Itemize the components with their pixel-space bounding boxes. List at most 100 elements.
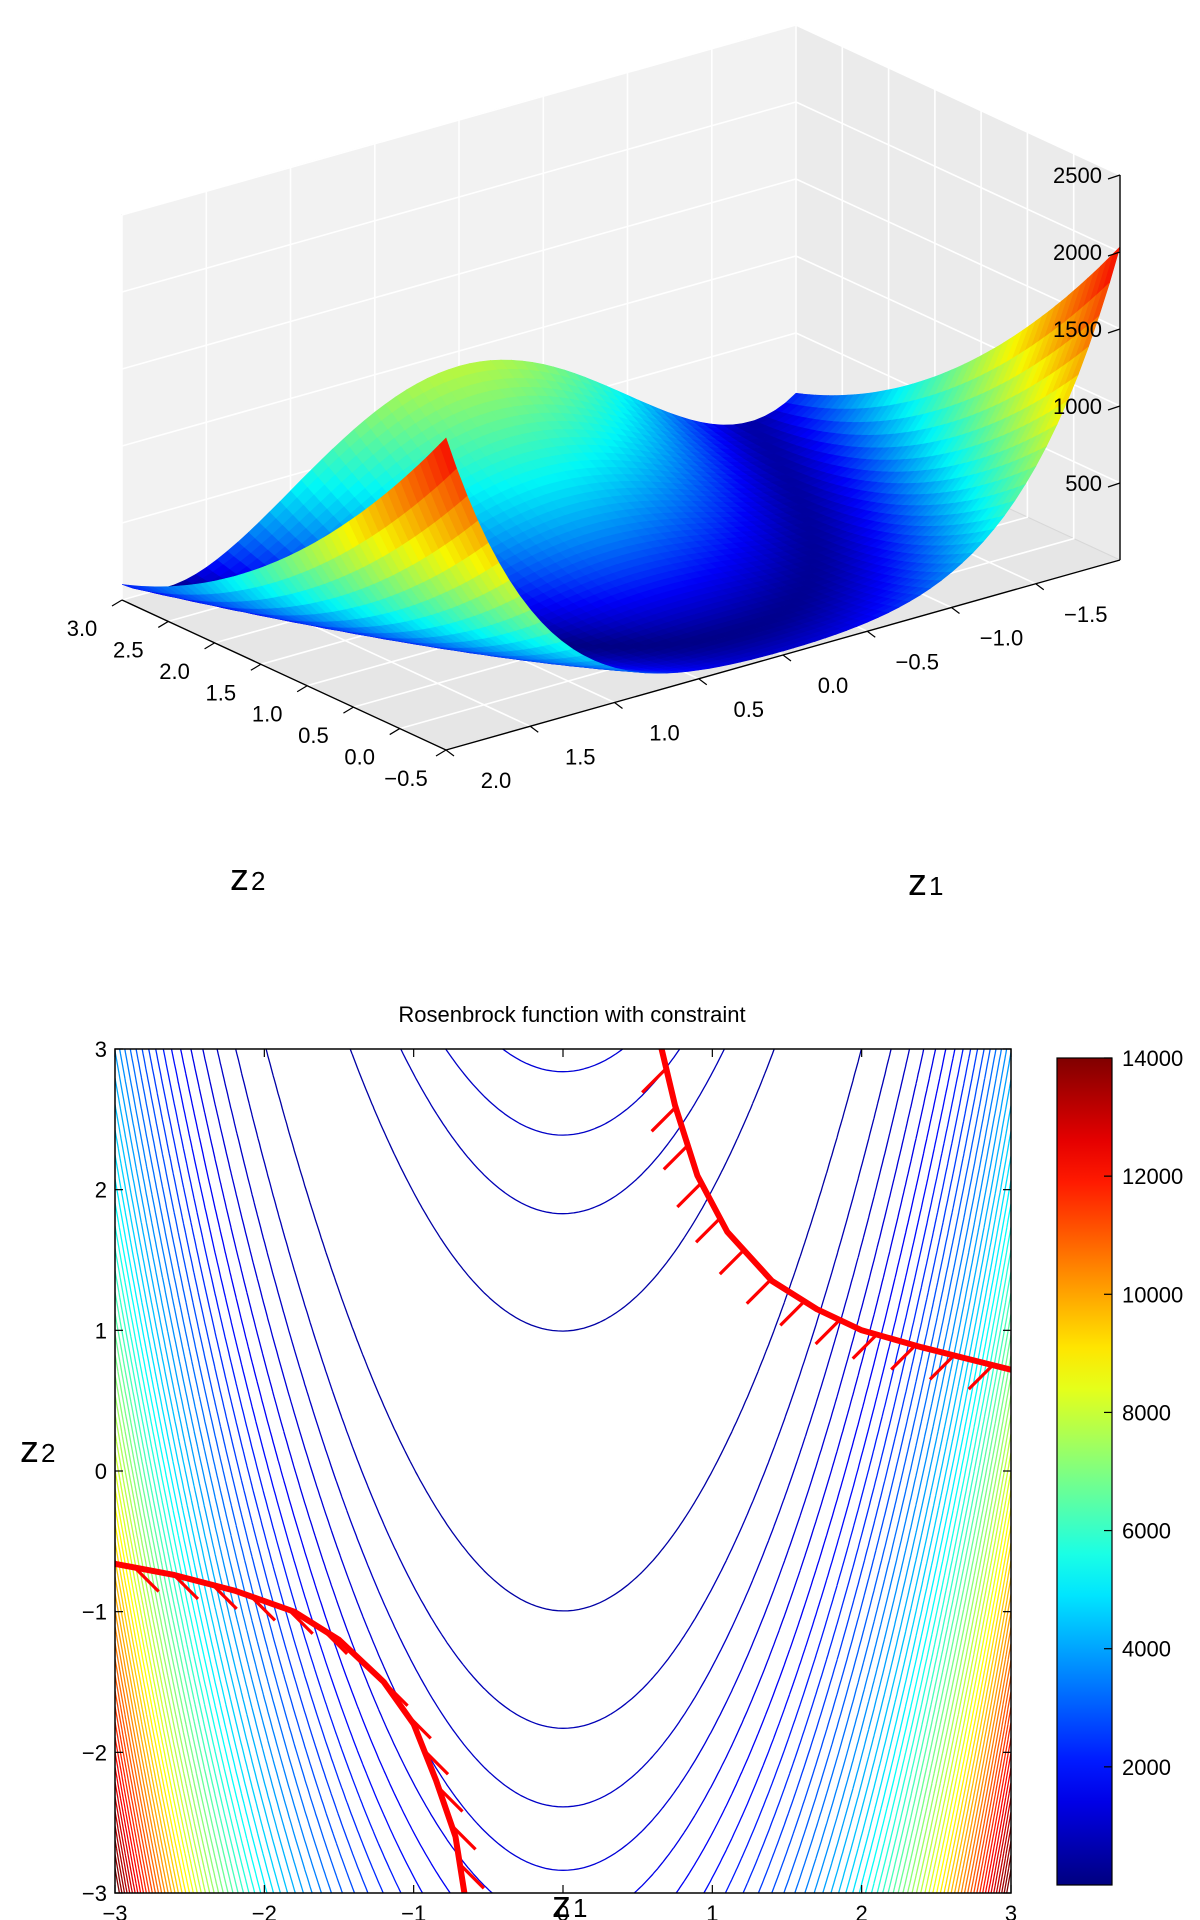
contour-level-line	[115, 1706, 1011, 1893]
surface-z-tick	[1107, 482, 1121, 488]
contour-x-tick-label: 0	[557, 1901, 569, 1920]
surface-y-tick	[111, 599, 123, 607]
contour-level-line	[115, 1248, 1011, 1893]
constraint-hatch	[405, 1713, 432, 1740]
constraint-hatch	[890, 1344, 917, 1371]
contour-level-line	[115, 1394, 1011, 1893]
contour-y-tick-label: 0	[95, 1459, 107, 1484]
surface-mesh	[121, 246, 1121, 674]
surface-z-tick-label: 2500	[1053, 163, 1102, 188]
contour-level-line	[115, 1811, 1011, 1893]
surface-z-tick-label: 1000	[1053, 394, 1102, 419]
surface-y-tick-label: 1.5	[206, 680, 237, 705]
surface-x-tick	[866, 630, 876, 638]
contour-level-line	[115, 1576, 1011, 1893]
surface-x-tick-label: −1.0	[980, 626, 1023, 651]
contour-level-line	[265, 1049, 863, 1612]
contour-level-line	[115, 1050, 1011, 1893]
contour-level-line	[124, 1049, 1003, 1893]
contour-level-line	[115, 1752, 1011, 1893]
surface-y-axis-label: z2	[230, 857, 265, 899]
surface-y-tick-label: −0.5	[384, 766, 427, 791]
contour-level-line	[162, 1049, 964, 1893]
constraint-hatch	[450, 1824, 477, 1851]
surface-y-tick-label: 2.5	[113, 637, 144, 662]
surface-z-tick	[1107, 174, 1121, 180]
contour-x-axis-label: z1	[552, 1884, 587, 1920]
surface-y-tick-label: 0.0	[344, 745, 375, 770]
contour-level-line	[115, 1104, 1011, 1893]
constraint-hatch	[928, 1354, 956, 1381]
surface-patch	[439, 437, 457, 475]
contour-level-line	[115, 1202, 1011, 1893]
contour-level-line	[115, 1413, 1011, 1893]
contour-level-line	[115, 1767, 1011, 1893]
surface-y-tick-label: 2.0	[159, 659, 190, 684]
contour-level-line	[115, 1781, 1011, 1893]
contour-level-line	[115, 1506, 1011, 1893]
contour-level-line	[202, 1049, 925, 1871]
contour-level-line	[115, 1354, 1011, 1893]
constraint-hatch	[458, 1863, 486, 1890]
contour-y-tick-label: −2	[82, 1740, 107, 1765]
contour-level-line	[115, 1559, 1011, 1893]
surface-y-tick-label: 1.0	[252, 702, 283, 727]
contour-y-tick-label: 2	[95, 1178, 107, 1203]
constraint-hatch	[287, 1608, 314, 1635]
surface-x-tick-label: 0.0	[818, 673, 849, 698]
surface-tick-labels: −1.5 −1.0 −0.5 0.0 0.5 1.0 1.5 2.0 −0.5 0.0 0.5 1.0…	[67, 163, 1121, 793]
surface-z-gridline	[121, 24, 1121, 216]
contour-level-line	[115, 1374, 1011, 1893]
contour-lines	[115, 1049, 1011, 1893]
surface-z-tick	[1107, 251, 1121, 257]
contour-level-line	[115, 1470, 1011, 1893]
constraint-upper-branch	[658, 1049, 1011, 1373]
contour-level-line	[115, 1593, 1011, 1893]
constraint-hatch	[745, 1278, 772, 1305]
contour-x-tick-label: 3	[1005, 1901, 1017, 1920]
contour-x-tick-label: 2	[856, 1901, 868, 1920]
constraint-hatch	[172, 1573, 200, 1601]
contour-level-line	[115, 1154, 1011, 1893]
contour-level-line	[115, 1840, 1011, 1893]
contour-level-line	[115, 1270, 1011, 1893]
surface-z-tick-label: 1500	[1053, 317, 1102, 342]
colorbar-tick-label: 6000	[1122, 1519, 1171, 1544]
colorbar-tick-label: 12000	[1122, 1164, 1183, 1189]
contour-x-tick-label: −3	[102, 1901, 127, 1920]
contour-level-line	[135, 1049, 991, 1893]
contour-y-tick-label: 3	[95, 1037, 107, 1062]
contour-level-line	[115, 1674, 1011, 1893]
contour-level-line	[115, 1642, 1011, 1893]
surface-z-tick-label: 500	[1065, 471, 1102, 496]
surface-chart: −1.5 −1.0 −0.5 0.0 0.5 1.0 1.5 2.0 −0.5 0.0 0.5 1.0…	[67, 24, 1122, 904]
contour-level-line	[148, 1049, 979, 1893]
surface-x-tick-label: −0.5	[896, 649, 939, 674]
contour-tick-labels: −3 −2 −1 0 1 2 3 −3 −2 −1 0 1 2 3	[82, 1037, 1017, 1920]
colorbar-tick-label: 4000	[1122, 1637, 1171, 1662]
surface-x-tick	[1035, 583, 1045, 591]
contour-level-line	[216, 1049, 911, 1808]
contour-y-axis-label: z2	[20, 1429, 55, 1471]
constraint-hatch	[694, 1217, 722, 1244]
contour-level-line	[115, 1488, 1011, 1893]
surface-z-gridline	[121, 178, 1121, 370]
contour-level-line	[115, 1334, 1011, 1893]
contour-x-tick-label: −1	[401, 1901, 426, 1920]
surface-z-gridline	[121, 101, 1121, 293]
contour-y-tick-label: 1	[95, 1318, 107, 1343]
colorbar-tick-label: 8000	[1122, 1400, 1171, 1425]
contour-x-tick-label: 1	[706, 1901, 718, 1920]
contour-chart: Rosenbrock function with constraint −3 −2…	[20, 1002, 1183, 1920]
surface-z-tick	[1107, 405, 1121, 411]
contour-level-line	[115, 1721, 1011, 1893]
contour-x-tick-label: −2	[252, 1901, 277, 1920]
contour-level-line	[141, 1049, 985, 1893]
surface-y-tick-label: 0.5	[298, 723, 329, 748]
constraint-hatch	[321, 1628, 349, 1655]
surface-y-axis-line	[121, 599, 447, 751]
contour-y-tick-label: −1	[82, 1600, 107, 1625]
contour-level-line	[115, 1658, 1011, 1893]
contour-level-line	[115, 1433, 1011, 1893]
